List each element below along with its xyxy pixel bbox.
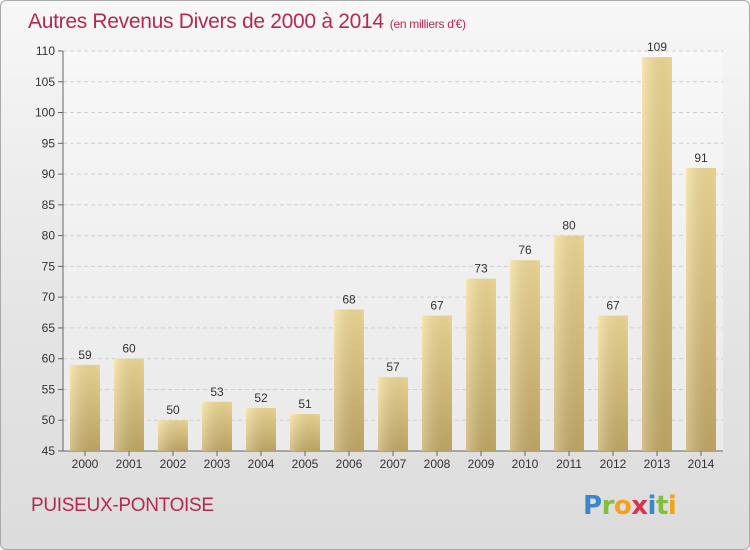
y-tick-label: 65	[42, 321, 56, 335]
y-tick-label: 45	[42, 444, 56, 458]
y-tick-label: 100	[35, 106, 55, 120]
x-tick-label: 2000	[72, 457, 99, 471]
data-label: 59	[78, 348, 92, 362]
bar-shade	[158, 420, 188, 451]
city-name: PUISEUX-PONTOISE	[31, 495, 214, 516]
y-tick-label: 55	[42, 382, 56, 396]
data-label: 52	[254, 391, 268, 405]
x-tick-label: 2002	[160, 457, 187, 471]
bar-shade	[290, 414, 320, 451]
logo-letter: t	[655, 491, 668, 521]
x-tick-label: 2008	[424, 457, 451, 471]
bar-shade	[246, 407, 276, 451]
y-tick-label: 70	[42, 290, 56, 304]
logo-letter: o	[613, 491, 632, 521]
y-tick-label: 85	[42, 198, 56, 212]
chart-subtitle: (en milliers d'€)	[389, 17, 466, 31]
data-label: 76	[518, 243, 532, 257]
chart-title-text: Autres Revenus Divers de 2000 à 2014	[28, 10, 384, 33]
y-tick-label: 75	[42, 259, 56, 273]
bar-shade	[642, 57, 672, 452]
data-label: 60	[122, 342, 136, 356]
data-label: 109	[647, 40, 667, 54]
logo-letter: P	[583, 491, 602, 521]
bar-shade	[114, 358, 144, 451]
y-tick-label: 50	[42, 413, 56, 427]
bar-shade	[334, 309, 364, 451]
x-tick-label: 2013	[644, 457, 671, 471]
x-tick-label: 2010	[512, 457, 539, 471]
bar-shade	[202, 401, 232, 451]
x-tick-label: 2009	[468, 457, 495, 471]
logo-letter: i	[647, 491, 657, 521]
data-label: 53	[210, 385, 224, 399]
data-label: 67	[606, 299, 620, 313]
y-tick-label: 80	[42, 229, 56, 243]
y-tick-label: 95	[42, 136, 56, 150]
bar-shade	[70, 364, 100, 451]
y-tick-label: 60	[42, 352, 56, 366]
data-label: 68	[342, 292, 356, 306]
data-label: 57	[386, 360, 400, 374]
x-tick-label: 2011	[556, 457, 582, 471]
x-tick-label: 2007	[380, 457, 407, 471]
x-tick-label: 2003	[204, 457, 231, 471]
bar-shade	[466, 278, 496, 451]
bar-shade	[598, 315, 628, 451]
logo-letter: x	[631, 491, 648, 521]
y-tick-label: 105	[35, 75, 55, 89]
data-label: 51	[298, 397, 312, 411]
bar-shade	[422, 315, 452, 451]
proxiti-logo: Proxiti	[583, 491, 677, 521]
bar-shade	[554, 235, 584, 451]
logo-letter: r	[601, 491, 615, 521]
bar-shade	[686, 167, 716, 451]
x-tick-label: 2005	[292, 457, 319, 471]
y-tick-label: 90	[42, 167, 56, 181]
data-label: 50	[166, 403, 180, 417]
bar-shade	[510, 260, 540, 451]
data-label: 80	[562, 219, 576, 233]
x-tick-label: 2004	[248, 457, 275, 471]
x-tick-label: 2001	[116, 457, 143, 471]
x-tick-label: 2012	[600, 457, 627, 471]
data-label: 67	[430, 299, 444, 313]
logo-letter: i	[667, 491, 677, 521]
data-label: 91	[694, 151, 708, 165]
chart-title: Autres Revenus Divers de 2000 à 2014 (en …	[28, 10, 466, 34]
data-label: 73	[474, 262, 488, 276]
x-tick-label: 2006	[336, 457, 363, 471]
bar-shade	[378, 377, 408, 451]
y-tick-label: 110	[36, 44, 55, 58]
x-tick-label: 2014	[688, 457, 715, 471]
